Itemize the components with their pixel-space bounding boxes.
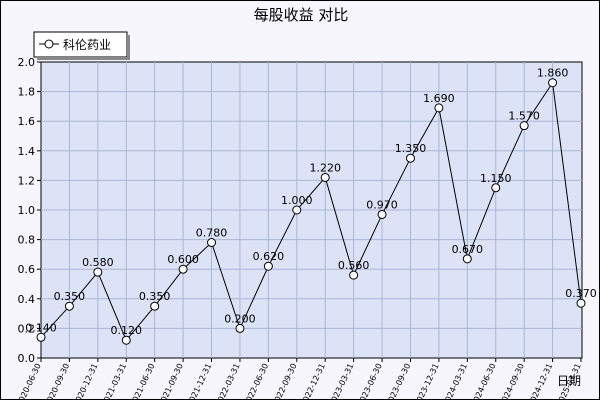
data-point bbox=[207, 238, 217, 248]
x-tick-label: 2020-09-30 bbox=[43, 362, 71, 399]
data-point bbox=[519, 121, 529, 131]
data-label: 0.970 bbox=[366, 198, 398, 211]
data-label: 0.120 bbox=[111, 324, 143, 337]
x-tick-label: 2021-03-31 bbox=[100, 362, 128, 399]
x-tick-label: 2021-12-31 bbox=[186, 362, 214, 399]
x-tick-label: 2020-06-30 bbox=[15, 362, 43, 399]
data-point bbox=[36, 332, 46, 342]
data-label: 0.580 bbox=[82, 256, 114, 269]
data-label: 1.570 bbox=[508, 110, 540, 123]
data-point bbox=[292, 205, 302, 215]
data-point bbox=[548, 78, 558, 88]
data-label: 0.200 bbox=[224, 312, 256, 325]
data-label: 1.150 bbox=[480, 172, 512, 185]
y-tick-label: 1.4 bbox=[18, 145, 36, 158]
y-axis: 0.0 0.2 0.4 0.6 0.8 1.0 1.2 1.4 1.6 1.8 2.0 bbox=[18, 56, 41, 365]
data-point bbox=[121, 335, 131, 345]
legend: 科伦药业 bbox=[33, 31, 130, 60]
data-label: 0.780 bbox=[196, 227, 228, 240]
y-tick-label: 2.0 bbox=[18, 56, 36, 69]
x-tick-label: 2023-12-31 bbox=[413, 362, 441, 399]
data-label: 1.000 bbox=[281, 194, 313, 207]
x-axis-title: 日期 bbox=[557, 374, 581, 388]
x-tick-label: 2022-12-31 bbox=[299, 362, 327, 399]
data-point bbox=[462, 254, 472, 264]
y-tick-label: 1.0 bbox=[18, 204, 36, 217]
data-point bbox=[64, 301, 74, 311]
data-label: 1.350 bbox=[395, 142, 427, 155]
data-point bbox=[320, 172, 330, 182]
data-point bbox=[349, 270, 359, 280]
data-point bbox=[178, 264, 188, 274]
data-point bbox=[150, 301, 160, 311]
x-tick-label: 2024-03-31 bbox=[441, 362, 469, 399]
y-tick-label: 0.2 bbox=[18, 322, 36, 335]
x-tick-label: 2023-03-31 bbox=[328, 362, 356, 399]
chart-title: 每股收益 对比 bbox=[254, 6, 349, 24]
data-label: 0.600 bbox=[167, 253, 199, 266]
data-label: 1.690 bbox=[423, 92, 455, 105]
legend-label: 科伦药业 bbox=[63, 37, 111, 52]
legend-marker-icon bbox=[44, 39, 54, 49]
data-label: 0.350 bbox=[139, 290, 171, 303]
data-points bbox=[36, 78, 586, 345]
x-tick-label: 2024-09-30 bbox=[498, 362, 526, 399]
series-line bbox=[40, 81, 582, 342]
data-point bbox=[434, 103, 444, 113]
data-point bbox=[235, 323, 245, 333]
data-label: 0.560 bbox=[338, 259, 370, 272]
x-tick-label: 2020-12-31 bbox=[72, 362, 100, 399]
data-point bbox=[576, 298, 586, 308]
y-tick-label: 0.4 bbox=[18, 293, 36, 306]
y-tick-label: 1.8 bbox=[18, 86, 36, 99]
data-label: 0.620 bbox=[253, 250, 285, 263]
x-tick-label: 2024-06-30 bbox=[470, 362, 498, 399]
x-tick-label: 2021-09-30 bbox=[157, 362, 185, 399]
x-tick-label: 2022-06-30 bbox=[242, 362, 270, 399]
data-label: 0.140 bbox=[25, 321, 57, 334]
data-label: 0.370 bbox=[565, 287, 597, 300]
data-point bbox=[93, 267, 103, 277]
gridlines bbox=[41, 62, 582, 358]
data-label: 0.670 bbox=[452, 243, 484, 256]
x-axis: 2020-06-30 2020-09-30 2020-12-31 2021-03-31… bbox=[15, 358, 583, 399]
y-tick-label: 1.2 bbox=[18, 174, 36, 187]
y-tick-label: 0.0 bbox=[18, 352, 36, 365]
y-tick-label: 0.8 bbox=[18, 234, 36, 247]
data-point bbox=[405, 153, 415, 163]
x-tick-label: 2023-06-30 bbox=[356, 362, 384, 399]
x-tick-label: 2022-03-31 bbox=[214, 362, 242, 399]
data-labels: 0.140 0.350 0.580 0.120 0.350 0.600 0.780 0.200… bbox=[25, 67, 597, 338]
y-tick-label: 0.6 bbox=[18, 263, 36, 276]
x-tick-label: 2024-12-31 bbox=[527, 362, 555, 399]
y-tick-label: 1.6 bbox=[18, 115, 36, 128]
data-point bbox=[263, 261, 273, 271]
data-label: 1.860 bbox=[537, 67, 569, 80]
data-point bbox=[377, 209, 387, 219]
x-tick-label: 2023-09-30 bbox=[384, 362, 412, 399]
data-point bbox=[491, 183, 501, 193]
data-label: 1.220 bbox=[309, 161, 341, 174]
x-tick-label: 2022-09-30 bbox=[271, 362, 299, 399]
data-label: 0.350 bbox=[54, 290, 86, 303]
x-tick-label: 2021-06-30 bbox=[129, 362, 157, 399]
